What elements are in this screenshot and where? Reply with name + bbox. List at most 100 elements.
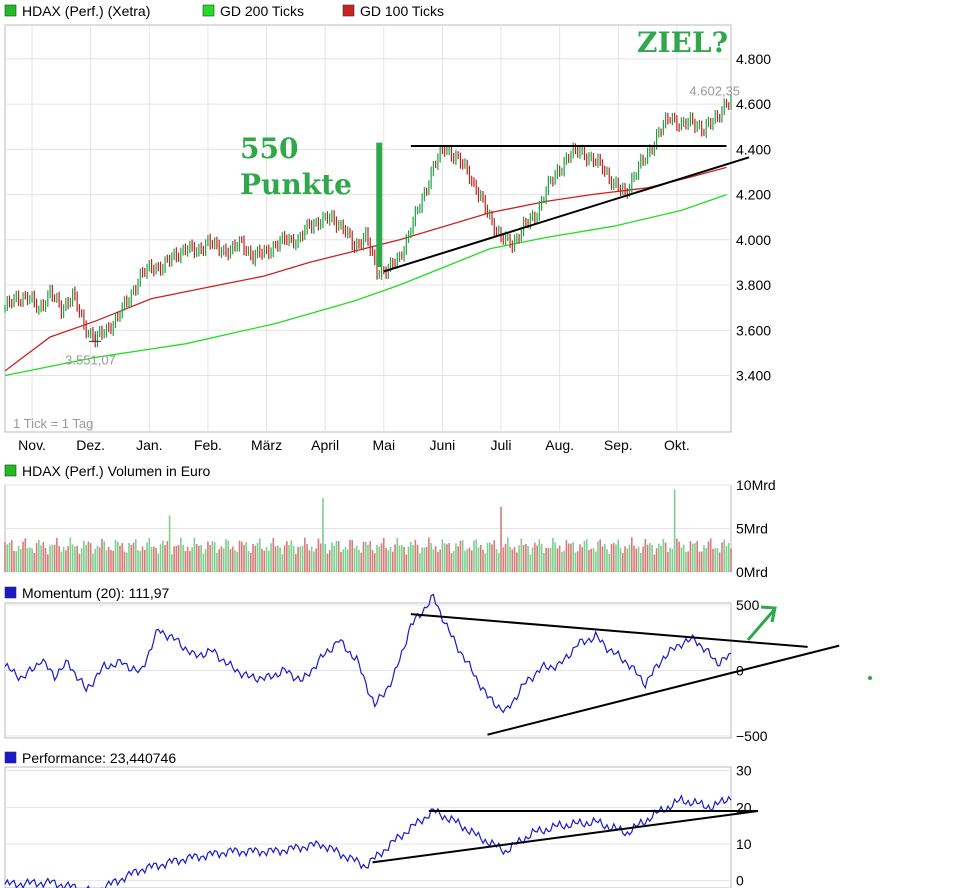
volume-bar <box>682 544 685 572</box>
volume-bar <box>430 543 432 572</box>
volume-bar <box>286 541 288 572</box>
volume-bar <box>213 542 216 572</box>
volume-bar <box>482 549 484 572</box>
volume-y-tick: 5Mrd <box>736 521 768 537</box>
volume-bar <box>26 548 29 572</box>
volume-bar <box>382 537 385 572</box>
volume-bar <box>331 542 333 572</box>
volume-bar <box>522 545 525 572</box>
volume-bar <box>358 549 360 572</box>
volume-bar <box>709 538 712 572</box>
volume-bar <box>416 544 419 572</box>
volume-bar <box>292 545 295 572</box>
volume-bar <box>340 551 342 572</box>
price-x-tick: Dez. <box>76 437 105 453</box>
volume-bar <box>694 543 696 572</box>
volume-bar <box>171 554 173 572</box>
volume-bar <box>143 549 146 572</box>
price-x-tick: Jan. <box>136 437 162 453</box>
volume-bar <box>588 549 590 572</box>
volume-bar <box>92 553 94 572</box>
volume-bar <box>425 546 428 572</box>
volume-bar <box>540 543 543 572</box>
volume-bar <box>299 546 302 572</box>
volume-bar <box>529 554 532 572</box>
volume-bar <box>83 540 85 572</box>
volume-bar <box>168 515 171 572</box>
volume-bar <box>669 547 671 572</box>
volume-bar <box>606 549 608 572</box>
volume-bar <box>114 539 117 572</box>
volume-bar <box>412 545 414 572</box>
volume-bar <box>401 544 403 572</box>
volume-bar <box>304 537 306 572</box>
volume-bar <box>621 552 624 572</box>
volume-bar <box>110 549 112 572</box>
volume-bar <box>195 543 198 572</box>
volume-bar <box>678 541 680 572</box>
volume-bar <box>452 550 455 572</box>
volume-bar <box>367 544 369 572</box>
volume-bar <box>261 548 263 572</box>
volume-bar <box>407 546 410 572</box>
volume-bar <box>630 537 633 572</box>
volume-bar <box>676 538 678 572</box>
target-annotation: ZIEL? <box>637 26 728 59</box>
volume-bar <box>182 545 184 572</box>
volume-bar <box>333 545 335 572</box>
volume-bar <box>301 546 304 572</box>
volume-bar <box>500 506 502 572</box>
volume-bar <box>531 547 534 572</box>
volume-bar <box>42 542 45 572</box>
volume-bar <box>317 538 320 572</box>
volume-bar <box>211 541 214 572</box>
legend-label-gd200: GD 200 Ticks <box>220 3 304 19</box>
volume-bar <box>209 545 211 572</box>
volume-bar <box>310 546 313 572</box>
volume-bar <box>718 552 721 572</box>
volume-bar <box>658 543 660 572</box>
volume-bar <box>85 544 87 572</box>
volume-bar <box>513 546 516 572</box>
gain-unit-annotation: Punkte <box>240 168 352 201</box>
price-x-tick: Mai <box>373 437 396 453</box>
volume-bar <box>353 548 356 572</box>
volume-bar <box>125 552 128 572</box>
volume-bar <box>177 545 180 572</box>
volume-bar <box>47 554 49 572</box>
volume-bar <box>60 551 63 572</box>
volume-bar <box>349 539 351 572</box>
volume-bar <box>649 543 651 572</box>
volume-bar <box>705 547 707 572</box>
performance-lower-trendline <box>372 810 759 864</box>
volume-bar <box>585 539 588 572</box>
volume-panel: 10Mrd 5Mrd 0Mrd <box>4 477 776 580</box>
volume-bar <box>610 543 613 572</box>
volume-bar <box>574 552 577 572</box>
volume-bar <box>642 546 644 572</box>
volume-bar <box>373 553 376 572</box>
volume-bar <box>78 553 81 572</box>
volume-bar <box>249 552 252 572</box>
volume-bar <box>725 545 728 572</box>
volume-bar <box>504 543 507 572</box>
volume-bar <box>335 540 338 572</box>
volume-y-axis: 10Mrd 5Mrd 0Mrd <box>736 477 776 580</box>
volume-bar <box>355 545 358 572</box>
volume-bar <box>258 538 261 572</box>
volume-bar <box>13 551 15 572</box>
price-x-tick: Aug. <box>545 437 574 453</box>
volume-bar <box>218 549 220 572</box>
price-y-tick: 4.400 <box>736 141 771 157</box>
volume-bar <box>680 547 683 572</box>
target-arrow-icon <box>746 605 777 641</box>
volume-bar <box>601 546 604 572</box>
momentum-y-tick: −500 <box>736 728 768 744</box>
volume-bar <box>360 552 363 572</box>
volume-bar <box>283 545 286 572</box>
volume-bar <box>15 551 18 572</box>
volume-bar <box>204 549 207 572</box>
volume-bar <box>256 542 259 572</box>
volume-bar <box>128 543 130 572</box>
volume-bar <box>87 541 90 572</box>
